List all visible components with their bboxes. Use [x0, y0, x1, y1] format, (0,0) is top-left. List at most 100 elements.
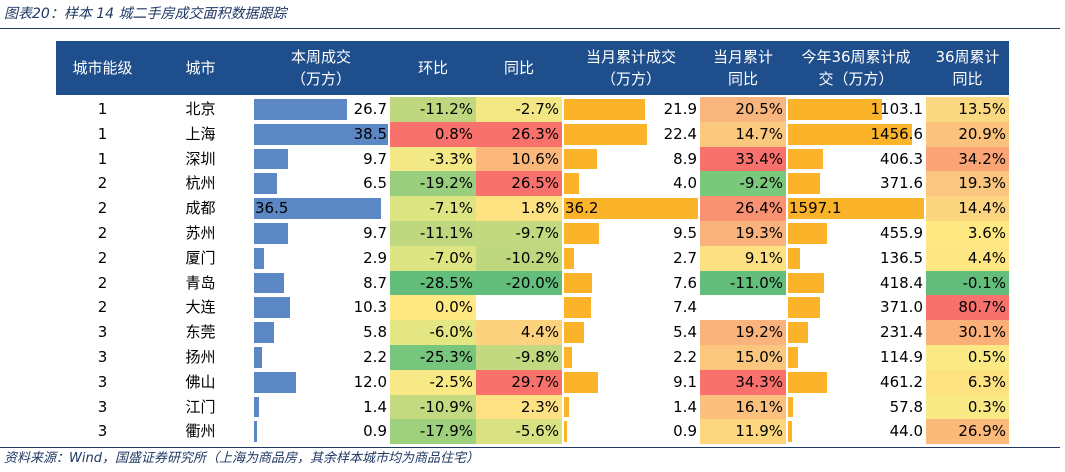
- weekly-cell-bar: [254, 297, 290, 319]
- month-yoy-cell: 20.5%: [700, 97, 786, 122]
- wow-cell: -28.5%: [390, 270, 476, 296]
- ytd-cell: 461.2: [786, 370, 926, 395]
- table-header: 城市能级 城市 本周成交 （万方） 环比 同比 当月累计成交 （万方） 当月累计…: [56, 41, 1009, 95]
- month-cum-cell-bar: [564, 272, 593, 294]
- month-yoy-cell: 34.3%: [700, 369, 786, 395]
- month-cum-cell: 9.1: [562, 370, 700, 395]
- month-cum-cell-bar: [564, 99, 646, 120]
- month-cum-cell: 36.2: [562, 196, 700, 221]
- tier-cell: 3: [97, 348, 108, 366]
- month-cum-cell: 8.9: [562, 147, 700, 172]
- month-cum-cell-bar: [564, 247, 574, 269]
- ytd-cell-bar: [788, 347, 798, 368]
- ytd-cell-value: 231.4: [880, 323, 923, 342]
- table-row: 2 成都 36.5 -7.1% 1.8% 36.2 26.4% 1597.1 14.4%: [0, 196, 1065, 221]
- month-cum-cell-value: 21.9: [663, 100, 697, 118]
- source-divider: [0, 447, 1060, 448]
- city-cell: 大连: [185, 298, 216, 317]
- city-cell: 成都: [185, 199, 216, 218]
- ytd-cell: 455.9: [786, 221, 926, 246]
- weekly-cell: 26.7: [252, 97, 390, 122]
- weekly-cell: 0.9: [252, 419, 390, 444]
- tier-cell: 2: [97, 273, 108, 292]
- weekly-cell-value: 12.0: [353, 372, 387, 391]
- weekly-cell: 9.7: [252, 221, 390, 246]
- weekly-cell-bar: [254, 123, 388, 145]
- month-cum-cell: 9.5: [562, 221, 700, 246]
- ytd-cell-bar: [788, 99, 882, 120]
- ytd-cell-bar: [788, 247, 800, 269]
- ytd-yoy-cell: 0.3%: [926, 394, 1009, 420]
- tier-cell: 2: [97, 298, 108, 317]
- ytd-cell-value: 1103.1: [870, 100, 924, 118]
- month-cum-cell: 0.9: [562, 419, 700, 444]
- ytd-yoy-cell: -0.1%: [926, 270, 1009, 296]
- yoy-cell: -9.7%: [476, 221, 562, 246]
- tier-cell: 2: [97, 174, 108, 193]
- ytd-cell: 1456.6: [786, 122, 926, 147]
- month-cum-cell-value: 2.2: [673, 348, 697, 366]
- data-table: 1 北京 26.7 -11.2% -2.7% 21.9 20.5% 1103.1 13.5% 1 上…: [0, 97, 1065, 445]
- month-cum-cell-bar: [564, 148, 597, 170]
- wow-cell: -3.3%: [390, 146, 476, 172]
- ytd-cell-bar: [788, 396, 793, 418]
- weekly-cell-bar: [254, 421, 258, 443]
- weekly-cell-bar: [254, 173, 277, 195]
- table-row: 3 江门 1.4 -10.9% 2.3% 1.4 16.1% 57.8 0.3%: [0, 394, 1065, 420]
- weekly-cell: 36.5: [252, 196, 390, 221]
- month-cum-cell-bar: [564, 322, 584, 343]
- yoy-cell: [476, 295, 562, 321]
- table-row: 2 大连 10.3 0.0% 7.4 371.0 80.7%: [0, 295, 1065, 321]
- month-cum-cell-value: 9.5: [673, 224, 697, 242]
- month-cum-cell-bar: [564, 371, 598, 393]
- month-cum-cell-value: 22.4: [663, 124, 697, 143]
- ytd-cell-value: 418.4: [880, 273, 923, 292]
- ytd-yoy-cell: 19.3%: [926, 171, 1009, 197]
- month-cum-cell-value: 1.4: [673, 397, 697, 416]
- ytd-cell: 57.8: [786, 395, 926, 420]
- city-cell: 衢州: [185, 422, 216, 441]
- weekly-cell-bar: [254, 272, 285, 294]
- yoy-cell: -20.0%: [476, 270, 562, 296]
- ytd-yoy-cell: 20.9%: [926, 121, 1009, 147]
- ytd-cell-value: 406.3: [880, 149, 923, 168]
- yoy-cell: 4.4%: [476, 320, 562, 345]
- tier-cell: 2: [97, 199, 108, 218]
- ytd-yoy-cell: 34.2%: [926, 146, 1009, 172]
- ytd-cell-bar: [788, 272, 824, 294]
- wow-cell: -7.0%: [390, 245, 476, 271]
- yoy-cell: 29.7%: [476, 369, 562, 395]
- weekly-cell-bar: [254, 347, 262, 368]
- city-cell: 北京: [185, 100, 216, 118]
- source-note: 资料来源：Wind，国盛证券研究所（上海为商品房，其余样本城市均为商品住宅）: [4, 451, 479, 466]
- tier-cell: 3: [97, 323, 108, 342]
- weekly-cell-bar: [254, 322, 275, 343]
- tier-cell: 2: [97, 248, 108, 267]
- header-tier: 城市能级: [72, 59, 133, 77]
- month-yoy-cell: 11.9%: [700, 419, 786, 445]
- caption-divider: [0, 28, 1060, 29]
- table-row: 2 青岛 8.7 -28.5% -20.0% 7.6 -11.0% 418.4 -0.1%: [0, 270, 1065, 296]
- month-cum-cell: 21.9: [562, 97, 700, 122]
- ytd-yoy-cell: 6.3%: [926, 369, 1009, 395]
- tier-cell: 1: [97, 100, 108, 118]
- month-yoy-cell: 19.3%: [700, 221, 786, 246]
- header-wow: 环比: [417, 59, 448, 77]
- yoy-cell: 26.3%: [476, 121, 562, 147]
- ytd-cell-bar: [788, 371, 828, 393]
- yoy-cell: 1.8%: [476, 196, 562, 221]
- weekly-cell: 10.3: [252, 295, 390, 320]
- ytd-cell-bar: [788, 297, 820, 319]
- table-row: 3 衢州 0.9 -17.9% -5.6% 0.9 11.9% 44.0 26.9%: [0, 419, 1065, 445]
- weekly-cell-value: 0.9: [363, 422, 387, 441]
- tier-cell: 3: [97, 422, 108, 441]
- weekly-cell: 2.9: [252, 246, 390, 271]
- table-row: 2 厦门 2.9 -7.0% -10.2% 2.7 9.1% 136.5 4.4%: [0, 245, 1065, 271]
- ytd-yoy-cell: 14.4%: [926, 196, 1009, 221]
- city-cell: 苏州: [185, 224, 216, 242]
- ytd-cell: 1597.1: [786, 196, 926, 221]
- month-cum-cell-bar: [564, 421, 568, 443]
- month-cum-cell-value: 7.4: [673, 298, 697, 317]
- weekly-cell-value: 2.2: [363, 348, 387, 366]
- yoy-cell: -9.8%: [476, 345, 562, 370]
